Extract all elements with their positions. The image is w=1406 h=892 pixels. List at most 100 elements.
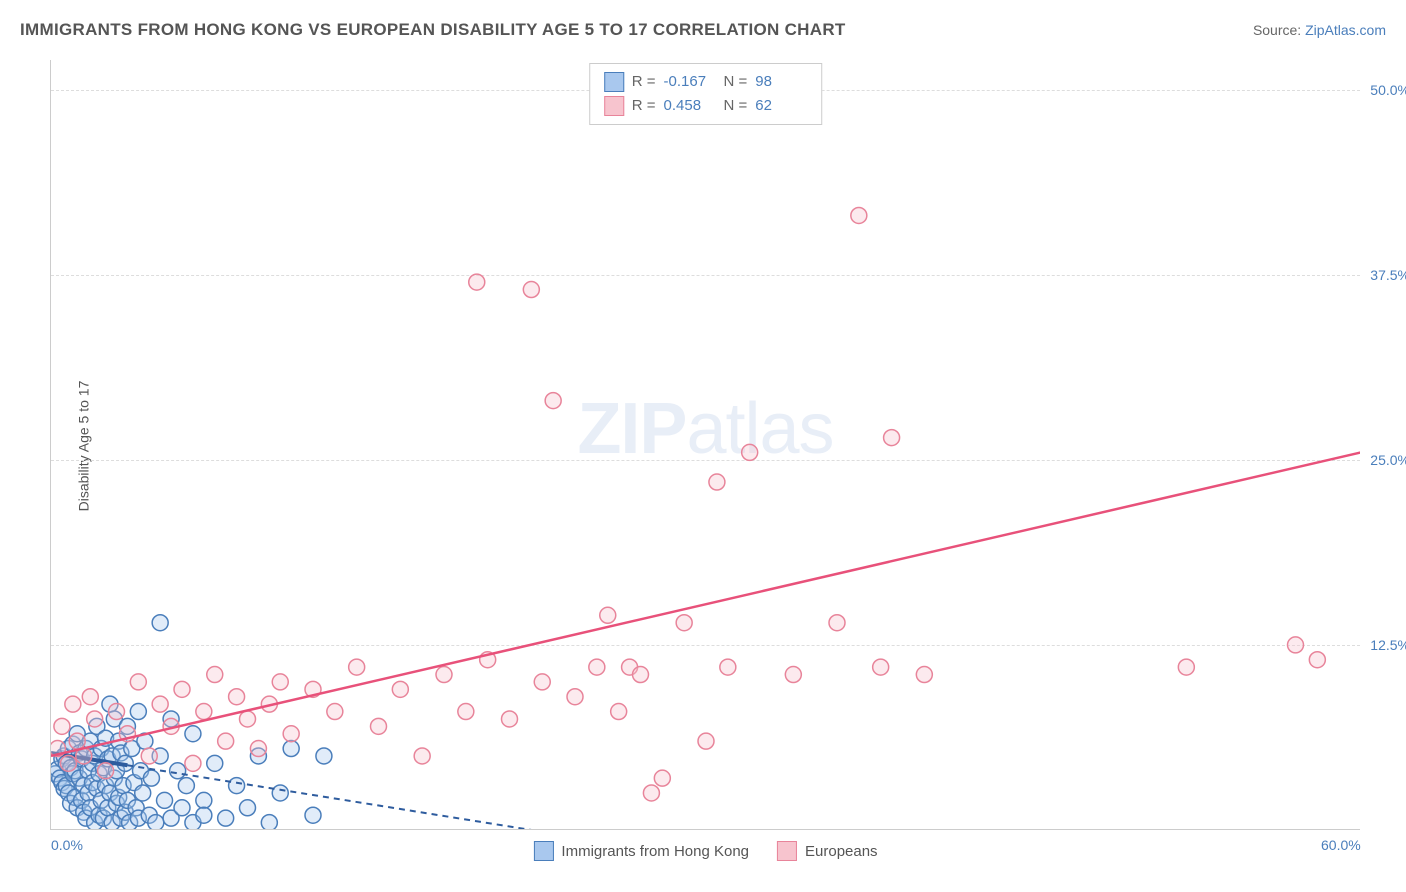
data-point (250, 741, 266, 757)
data-point (65, 696, 81, 712)
data-point (152, 615, 168, 631)
data-point (414, 748, 430, 764)
data-point (69, 733, 85, 749)
data-point (261, 815, 277, 829)
data-point (207, 667, 223, 683)
data-point (185, 726, 201, 742)
data-point (174, 800, 190, 816)
data-point (98, 763, 114, 779)
plot-svg (51, 60, 1360, 829)
data-point (829, 615, 845, 631)
legend-item-1: Europeans (777, 841, 878, 861)
data-point (218, 810, 234, 826)
x-tick-label: 60.0% (1321, 837, 1361, 853)
data-point (458, 704, 474, 720)
legend-swatch-0 (604, 72, 624, 92)
data-point (851, 207, 867, 223)
legend-stats: R = -0.167 N = 98 R = 0.458 N = 62 (589, 63, 823, 125)
data-point (316, 748, 332, 764)
data-point (633, 667, 649, 683)
data-point (1288, 637, 1304, 653)
data-point (873, 659, 889, 675)
n-value-1: 62 (755, 94, 807, 118)
data-point (600, 607, 616, 623)
data-point (327, 704, 343, 720)
legend-bottom-label-1: Europeans (805, 843, 878, 860)
data-point (109, 704, 125, 720)
data-point (589, 659, 605, 675)
data-point (141, 748, 157, 764)
r-value-0: -0.167 (664, 70, 716, 94)
y-tick-label: 25.0% (1370, 452, 1406, 468)
data-point (469, 274, 485, 290)
data-point (178, 778, 194, 794)
data-point (135, 785, 151, 801)
r-label: R = (632, 70, 656, 94)
source-attribution: Source: ZipAtlas.com (1253, 22, 1386, 38)
n-label: N = (724, 94, 748, 118)
data-point (567, 689, 583, 705)
data-point (157, 792, 173, 808)
source-link[interactable]: ZipAtlas.com (1305, 22, 1386, 38)
data-point (174, 681, 190, 697)
data-point (283, 741, 299, 757)
data-point (196, 792, 212, 808)
data-point (436, 667, 452, 683)
legend-stats-row-0: R = -0.167 N = 98 (604, 70, 808, 94)
legend-bottom-swatch-1 (777, 841, 797, 861)
data-point (196, 704, 212, 720)
data-point (371, 718, 387, 734)
data-point (305, 807, 321, 823)
n-value-0: 98 (755, 70, 807, 94)
y-tick-label: 37.5% (1370, 267, 1406, 283)
legend-item-0: Immigrants from Hong Kong (533, 841, 749, 861)
plot-area: ZIPatlas R = -0.167 N = 98 R = 0.458 N =… (50, 60, 1360, 830)
data-point (82, 689, 98, 705)
data-point (349, 659, 365, 675)
data-point (392, 681, 408, 697)
data-point (676, 615, 692, 631)
source-prefix: Source: (1253, 22, 1305, 38)
y-tick-label: 12.5% (1370, 637, 1406, 653)
data-point (283, 726, 299, 742)
data-point (196, 807, 212, 823)
data-point (1178, 659, 1194, 675)
chart-title: IMMIGRANTS FROM HONG KONG VS EUROPEAN DI… (20, 20, 846, 40)
data-point (54, 718, 70, 734)
data-point (240, 800, 256, 816)
chart-container: IMMIGRANTS FROM HONG KONG VS EUROPEAN DI… (0, 0, 1406, 892)
legend-bottom: Immigrants from Hong Kong Europeans (533, 841, 877, 861)
data-point (272, 674, 288, 690)
data-point (742, 444, 758, 460)
x-tick-label: 0.0% (51, 837, 83, 853)
data-point (534, 674, 550, 690)
r-label: R = (632, 94, 656, 118)
data-point (272, 785, 288, 801)
data-point (229, 689, 245, 705)
data-point (60, 755, 76, 771)
data-point (130, 674, 146, 690)
data-point (884, 430, 900, 446)
data-point (148, 815, 164, 829)
data-point (143, 770, 159, 786)
data-point (1309, 652, 1325, 668)
data-point (207, 755, 223, 771)
legend-bottom-label-0: Immigrants from Hong Kong (561, 843, 749, 860)
data-point (130, 704, 146, 720)
data-point (611, 704, 627, 720)
n-label: N = (724, 70, 748, 94)
legend-stats-row-1: R = 0.458 N = 62 (604, 94, 808, 118)
data-point (229, 778, 245, 794)
data-point (523, 282, 539, 298)
data-point (152, 696, 168, 712)
data-point (87, 711, 103, 727)
data-point (720, 659, 736, 675)
data-point (785, 667, 801, 683)
legend-swatch-1 (604, 96, 624, 116)
y-tick-label: 50.0% (1370, 82, 1406, 98)
legend-bottom-swatch-0 (533, 841, 553, 861)
data-point (654, 770, 670, 786)
data-point (170, 763, 186, 779)
r-value-1: 0.458 (664, 94, 716, 118)
data-point (545, 393, 561, 409)
